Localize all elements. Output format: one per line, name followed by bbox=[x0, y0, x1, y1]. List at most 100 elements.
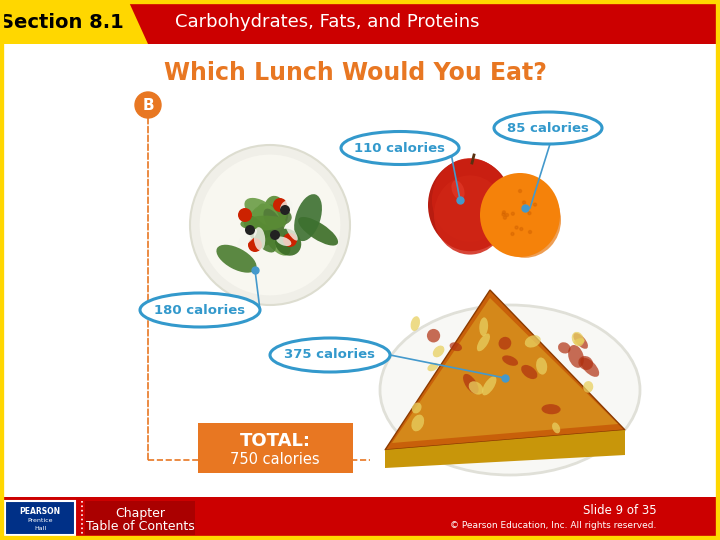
Circle shape bbox=[283, 233, 297, 247]
FancyBboxPatch shape bbox=[5, 501, 75, 535]
Circle shape bbox=[502, 213, 505, 216]
Ellipse shape bbox=[262, 222, 290, 255]
Ellipse shape bbox=[572, 332, 584, 346]
Ellipse shape bbox=[253, 227, 265, 251]
Ellipse shape bbox=[264, 196, 287, 226]
Ellipse shape bbox=[536, 357, 547, 375]
Circle shape bbox=[270, 230, 280, 240]
Circle shape bbox=[238, 208, 252, 222]
Polygon shape bbox=[385, 430, 625, 468]
FancyBboxPatch shape bbox=[0, 0, 720, 44]
Circle shape bbox=[248, 238, 262, 252]
Circle shape bbox=[528, 212, 531, 215]
Text: 180 calories: 180 calories bbox=[154, 303, 246, 316]
Text: Hall: Hall bbox=[34, 525, 46, 530]
Ellipse shape bbox=[580, 357, 599, 377]
Ellipse shape bbox=[248, 207, 278, 232]
Ellipse shape bbox=[140, 293, 260, 327]
Ellipse shape bbox=[280, 200, 292, 214]
Circle shape bbox=[503, 216, 506, 219]
Ellipse shape bbox=[502, 355, 518, 366]
Ellipse shape bbox=[568, 345, 584, 368]
Text: Section 8.1: Section 8.1 bbox=[0, 12, 124, 31]
Text: TOTAL:: TOTAL: bbox=[240, 432, 310, 450]
Ellipse shape bbox=[583, 381, 593, 393]
Ellipse shape bbox=[451, 180, 464, 200]
Text: 750 calories: 750 calories bbox=[230, 451, 320, 467]
Ellipse shape bbox=[286, 224, 298, 241]
Ellipse shape bbox=[380, 305, 640, 475]
Ellipse shape bbox=[449, 342, 462, 351]
Text: Which Lunch Would You Eat?: Which Lunch Would You Eat? bbox=[163, 61, 546, 85]
Ellipse shape bbox=[411, 415, 424, 431]
FancyBboxPatch shape bbox=[85, 501, 195, 535]
Text: 110 calories: 110 calories bbox=[354, 141, 446, 154]
Ellipse shape bbox=[480, 318, 488, 336]
Circle shape bbox=[523, 201, 526, 204]
Circle shape bbox=[135, 92, 161, 118]
Ellipse shape bbox=[244, 198, 279, 226]
Ellipse shape bbox=[477, 334, 490, 352]
Circle shape bbox=[534, 203, 536, 206]
Text: Prentice: Prentice bbox=[27, 517, 53, 523]
Ellipse shape bbox=[525, 335, 541, 348]
Text: Table of Contents: Table of Contents bbox=[86, 519, 194, 532]
Text: Carbohydrates, Fats, and Proteins: Carbohydrates, Fats, and Proteins bbox=[175, 13, 480, 31]
Ellipse shape bbox=[469, 381, 483, 395]
Ellipse shape bbox=[558, 342, 570, 354]
Ellipse shape bbox=[256, 204, 274, 238]
Text: PEARSON: PEARSON bbox=[19, 507, 60, 516]
Ellipse shape bbox=[489, 182, 561, 258]
Circle shape bbox=[515, 226, 518, 229]
Circle shape bbox=[273, 198, 287, 212]
Ellipse shape bbox=[432, 158, 508, 242]
Ellipse shape bbox=[410, 316, 420, 331]
Circle shape bbox=[511, 212, 514, 215]
Text: © Pearson Education, Inc. All rights reserved.: © Pearson Education, Inc. All rights res… bbox=[450, 521, 657, 530]
FancyBboxPatch shape bbox=[0, 497, 720, 540]
Polygon shape bbox=[385, 290, 625, 450]
Circle shape bbox=[503, 211, 505, 214]
Circle shape bbox=[511, 232, 514, 235]
Polygon shape bbox=[392, 298, 618, 443]
Circle shape bbox=[199, 154, 341, 295]
Circle shape bbox=[528, 231, 531, 233]
Circle shape bbox=[505, 213, 508, 217]
Ellipse shape bbox=[573, 333, 588, 349]
Ellipse shape bbox=[428, 159, 512, 251]
Ellipse shape bbox=[433, 346, 444, 357]
Ellipse shape bbox=[298, 217, 338, 246]
Circle shape bbox=[280, 205, 290, 215]
Ellipse shape bbox=[574, 338, 585, 345]
Ellipse shape bbox=[412, 402, 421, 414]
Circle shape bbox=[518, 190, 521, 193]
Ellipse shape bbox=[427, 329, 440, 342]
Ellipse shape bbox=[270, 338, 390, 372]
Text: Slide 9 of 35: Slide 9 of 35 bbox=[583, 503, 657, 516]
Circle shape bbox=[520, 227, 523, 231]
Text: 375 calories: 375 calories bbox=[284, 348, 376, 361]
Ellipse shape bbox=[482, 376, 497, 395]
Ellipse shape bbox=[552, 422, 560, 434]
Ellipse shape bbox=[217, 245, 256, 273]
Ellipse shape bbox=[541, 404, 561, 414]
Ellipse shape bbox=[240, 215, 286, 231]
Ellipse shape bbox=[255, 208, 288, 247]
Ellipse shape bbox=[294, 194, 322, 241]
Text: B: B bbox=[142, 98, 154, 112]
Ellipse shape bbox=[253, 205, 292, 226]
Ellipse shape bbox=[341, 132, 459, 165]
Ellipse shape bbox=[463, 374, 479, 394]
Ellipse shape bbox=[264, 208, 284, 237]
Circle shape bbox=[190, 145, 350, 305]
Ellipse shape bbox=[434, 176, 506, 254]
Ellipse shape bbox=[480, 173, 560, 257]
Text: Chapter: Chapter bbox=[115, 508, 165, 521]
Polygon shape bbox=[0, 0, 148, 44]
Ellipse shape bbox=[276, 237, 292, 246]
Text: 85 calories: 85 calories bbox=[507, 122, 589, 134]
Ellipse shape bbox=[494, 112, 602, 144]
Ellipse shape bbox=[428, 363, 438, 372]
Circle shape bbox=[245, 225, 255, 235]
Ellipse shape bbox=[274, 228, 301, 255]
